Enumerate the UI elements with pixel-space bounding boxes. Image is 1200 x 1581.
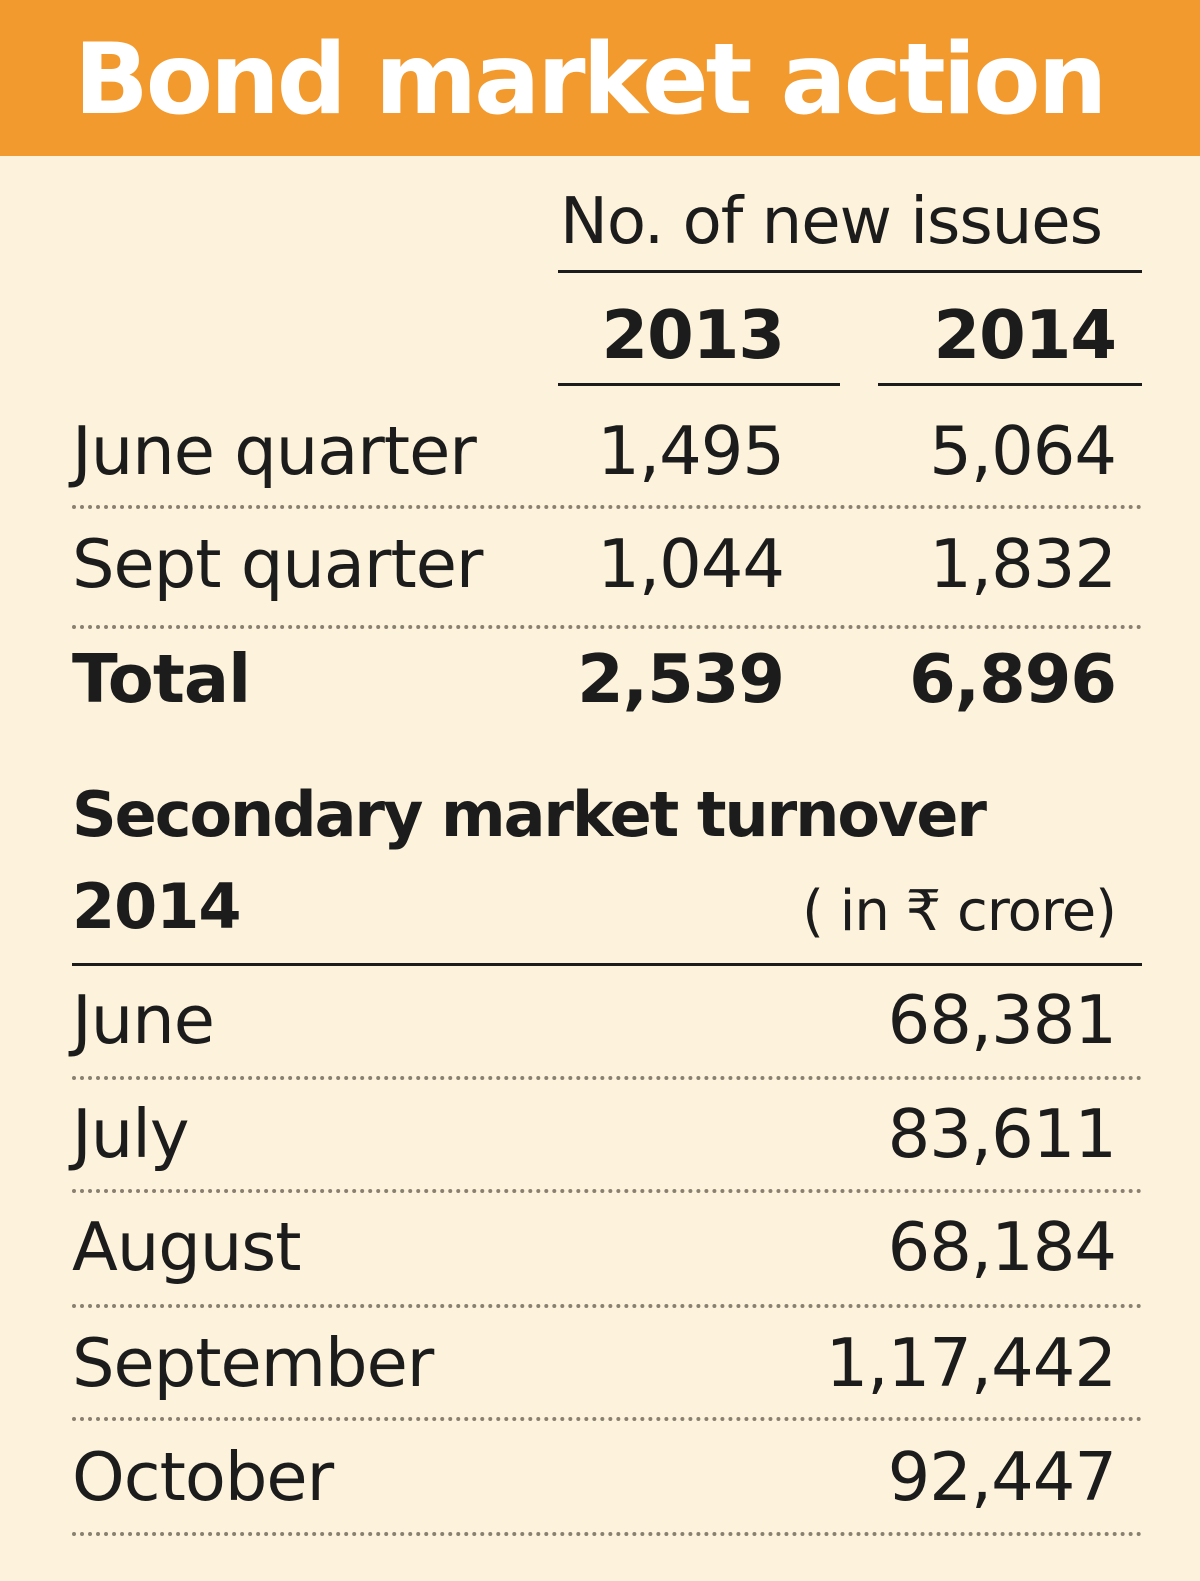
month-label-july: July (72, 1095, 189, 1173)
row-divider (72, 1076, 1142, 1080)
year-2014-header: 2014 (933, 296, 1117, 374)
turnover-value-october: 92,447 (887, 1438, 1117, 1516)
turnover-unit: ( in ₹ crore) (802, 879, 1117, 944)
turnover-value-july: 83,611 (887, 1095, 1117, 1173)
value-sept-quarter-2013: 1,044 (597, 525, 785, 603)
row-divider (72, 625, 1142, 629)
value-june-quarter-2014: 5,064 (929, 412, 1117, 490)
turnover-value-september: 1,17,442 (825, 1324, 1117, 1402)
new-issues-heading: No. of new issues (560, 185, 1103, 259)
month-label-august: August (72, 1208, 301, 1286)
title-banner: Bond market action (0, 0, 1200, 156)
value-total-2014: 6,896 (909, 640, 1117, 718)
year-2013-header: 2013 (601, 296, 785, 374)
heading-rule (558, 270, 1142, 273)
row-label-sept-quarter: Sept quarter (72, 525, 483, 603)
value-june-quarter-2013: 1,495 (597, 412, 785, 490)
value-total-2013: 2,539 (577, 640, 785, 718)
row-divider (72, 1189, 1142, 1193)
year-2014-rule (878, 383, 1142, 386)
row-label-total: Total (72, 640, 251, 718)
row-divider (72, 1304, 1142, 1308)
turnover-value-august: 68,184 (887, 1208, 1117, 1286)
page-title: Bond market action (74, 23, 1107, 137)
row-divider (72, 505, 1142, 509)
turnover-heading: Secondary market turnover (72, 778, 987, 851)
turnover-value-june: 68,381 (887, 981, 1117, 1059)
month-label-june: June (72, 981, 215, 1059)
month-label-september: September (72, 1324, 434, 1402)
turnover-year: 2014 (72, 870, 242, 943)
month-label-october: October (72, 1438, 334, 1516)
row-divider (72, 1417, 1142, 1421)
row-label-june-quarter: June quarter (72, 412, 477, 490)
value-sept-quarter-2014: 1,832 (929, 525, 1117, 603)
year-2013-rule (558, 383, 840, 386)
turnover-rule (72, 963, 1142, 966)
row-divider (72, 1532, 1142, 1536)
